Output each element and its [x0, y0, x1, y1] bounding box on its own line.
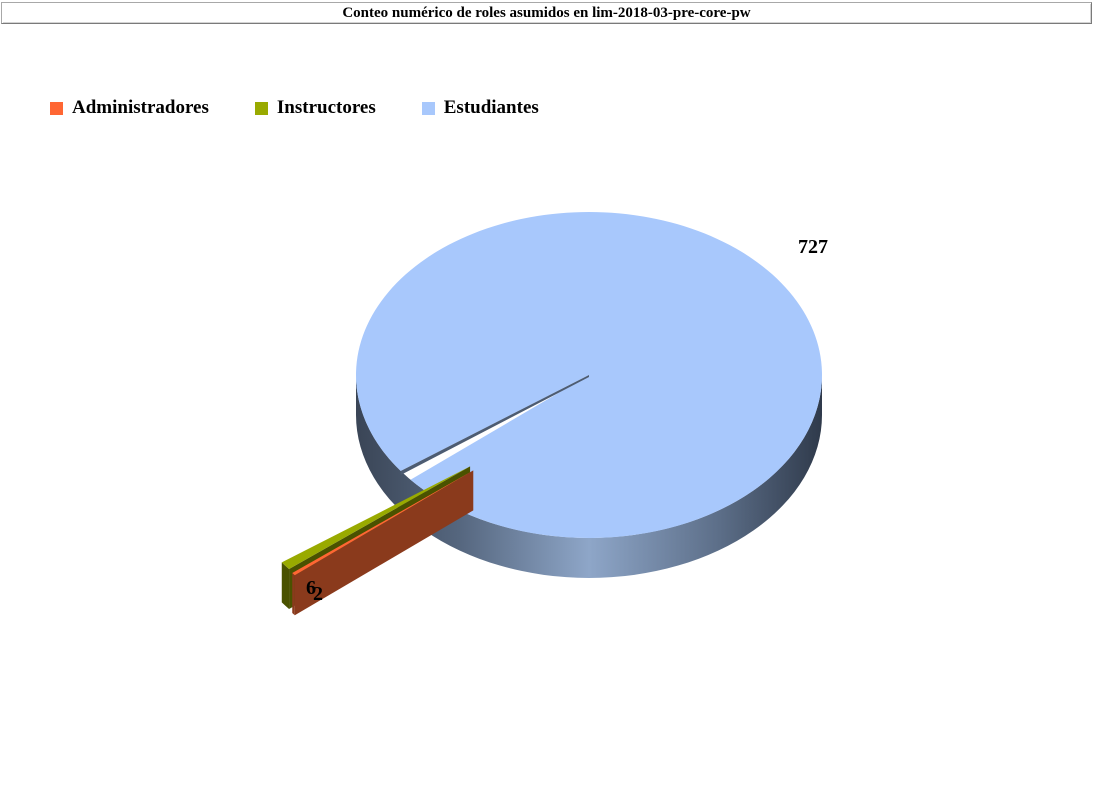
legend-label-instructores: Instructores [276, 97, 376, 118]
pie-slice-administradores [292, 470, 474, 576]
data-label-instructores: 6 [306, 577, 316, 599]
pie-rim-administradores [292, 573, 295, 616]
chart-title: Conteo numérico de roles asumidos en lim… [1, 2, 1092, 24]
legend-item-estudiantes: Estudiantes [421, 97, 539, 119]
legend-label-administradores: Administradores [72, 97, 209, 118]
pie-side-administradores [294, 470, 474, 616]
chart-legend: Administradores Instructores Estudiantes [50, 96, 585, 120]
pie-slice-instructores [281, 466, 471, 570]
pie-slice-estudiantes [355, 211, 822, 538]
data-label-estudiantes: 727 [798, 236, 828, 258]
legend-label-estudiantes: Estudiantes [443, 97, 539, 118]
legend-item-administradores: Administradores [50, 97, 209, 119]
legend-swatch-administradores [50, 101, 63, 115]
legend-item-instructores: Instructores [254, 97, 376, 119]
legend-swatch-instructores [254, 101, 268, 115]
pie-gap-edge [400, 375, 589, 475]
data-label-administradores: 2 [313, 583, 323, 605]
pie-rim-instructores [281, 562, 290, 610]
pie-side-estudiantes [356, 375, 822, 578]
legend-swatch-estudiantes [421, 101, 435, 115]
